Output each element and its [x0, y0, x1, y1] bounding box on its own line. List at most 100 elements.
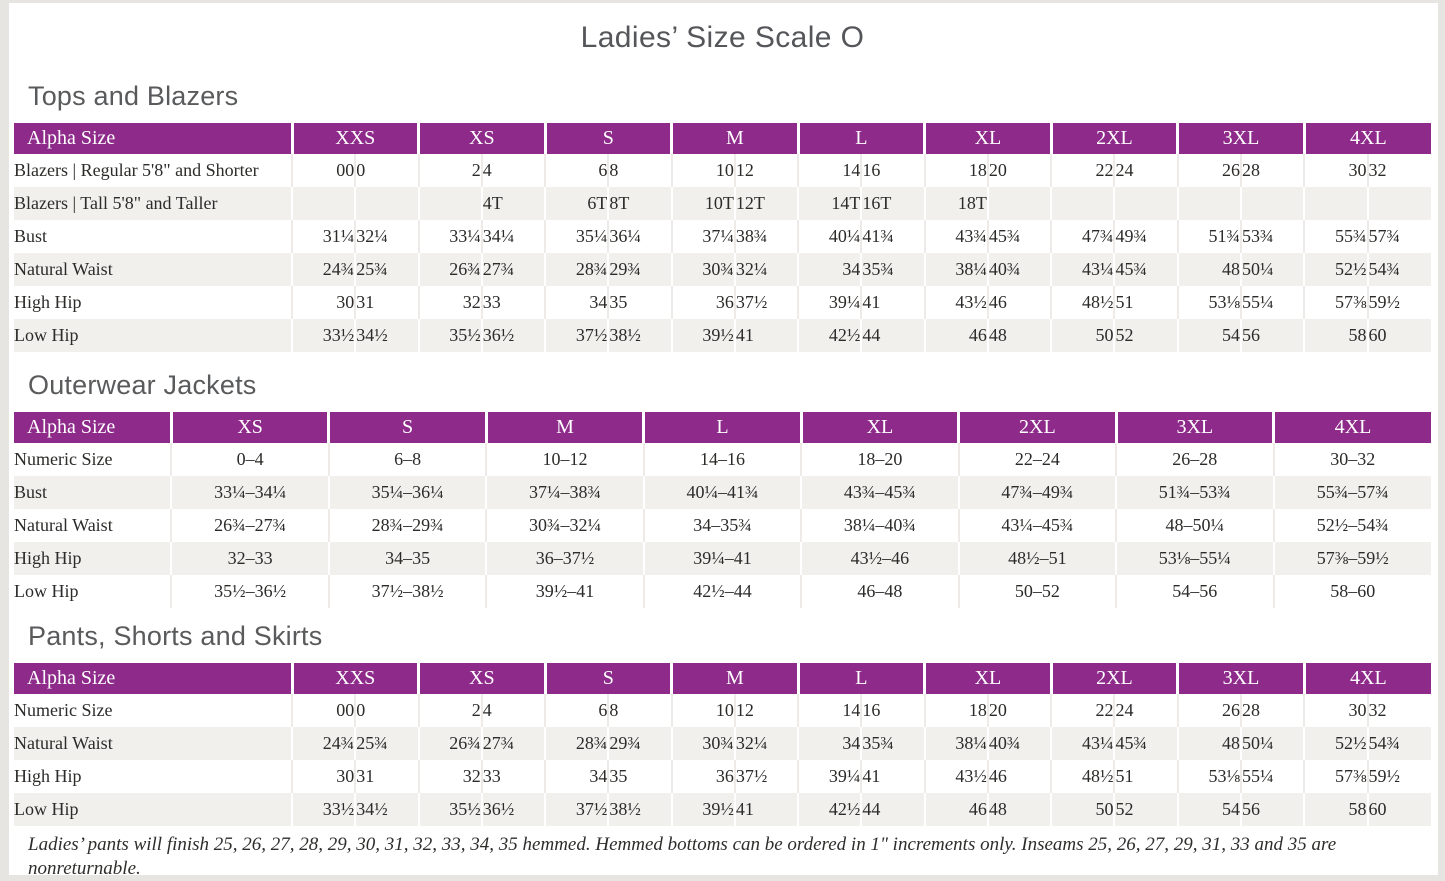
size-value: 52½: [1303, 727, 1368, 760]
size-value: 18–20: [800, 443, 959, 476]
size-value: 48½: [1050, 760, 1115, 793]
size-value: 39¼: [797, 286, 862, 319]
size-value: 32: [1366, 154, 1431, 187]
section-heading-pants-shorts-and-skirts: Pants, Shorts and Skirts: [28, 621, 323, 651]
size-value: 34: [797, 727, 862, 760]
size-value: 36: [670, 286, 735, 319]
size-value: 37½–38½: [327, 575, 487, 608]
size-value: 35¾: [860, 253, 925, 286]
size-value: 34½: [354, 793, 419, 826]
size-value: 8: [607, 694, 672, 727]
size-value: 30: [1303, 154, 1368, 187]
size-value: 18: [923, 154, 988, 187]
size-value: 28¾: [544, 727, 609, 760]
size-value: 4T: [480, 187, 546, 220]
size-value: 8: [607, 154, 672, 187]
size-value: 28: [1239, 694, 1305, 727]
size-header-m: M: [670, 123, 799, 154]
size-value: 33½: [290, 793, 356, 826]
table-row: Numeric Size 00 0 2 4 6 8 10 12 14 16 18 20 22 24 26 28 3…: [14, 694, 1431, 727]
size-value: 26: [1176, 154, 1241, 187]
size-value: 20: [986, 154, 1052, 187]
size-value: 31: [354, 286, 419, 319]
size-value: 44: [860, 793, 925, 826]
size-value: 32: [417, 286, 482, 319]
size-value: 40¾: [986, 253, 1052, 286]
size-value: 29¾: [607, 253, 672, 286]
table-row: Low Hip 33½ 34½ 35½ 36½ 37½ 38½ 39½ 41 42½ 44 46 48 5…: [14, 793, 1431, 826]
table-row: Natural Waist 24¾ 25¾ 26¾ 27¾ 28¾ 29¾ 30¾ 32¼ 34 3…: [14, 727, 1431, 760]
size-header-2xl: 2XL: [1049, 123, 1178, 154]
size-value: 6T: [544, 187, 609, 220]
size-value: 34–35: [327, 542, 487, 575]
size-value: [1303, 187, 1368, 220]
alpha-size-header: Alpha Size: [14, 412, 172, 443]
size-value: 40¼: [797, 220, 862, 253]
size-value: 18: [923, 694, 988, 727]
size-table-outerwear-jackets: Alpha Size XS S M L XL 2XL 3XL 4XL Numeric Size 0–…: [14, 412, 1431, 608]
size-value: 37½: [544, 793, 609, 826]
size-value: 43¼–45¾: [957, 509, 1117, 542]
size-value: [1366, 187, 1431, 220]
size-value: 52½–54¾: [1272, 509, 1431, 542]
size-value: 16: [860, 694, 925, 727]
size-value: 35½: [417, 319, 482, 352]
size-value: 38¼–40¾: [800, 509, 959, 542]
size-value: 38¼: [923, 727, 988, 760]
size-value: 51: [1113, 286, 1178, 319]
size-value: 55¼: [1239, 286, 1305, 319]
size-value: 26¾: [417, 253, 482, 286]
size-value: 42½: [797, 319, 862, 352]
size-value: 37¼: [670, 220, 735, 253]
size-value: 31¼: [290, 220, 356, 253]
size-header-xl: XL: [923, 663, 1052, 694]
size-value: 32: [1366, 694, 1431, 727]
row-label: Blazers | Tall 5'8" and Taller: [14, 193, 218, 213]
size-header-2xl: 2XL: [957, 412, 1117, 443]
size-value: 33: [480, 760, 546, 793]
row-label: High Hip: [14, 292, 82, 312]
table-row: Natural Waist 24¾ 25¾ 26¾ 27¾ 28¾ 29¾ 30¾ 32¼ 34 3…: [14, 253, 1431, 286]
size-value: 31: [354, 760, 419, 793]
size-value: 38¼: [923, 253, 988, 286]
size-value: 32¼: [733, 727, 799, 760]
size-value: 43¼: [1050, 727, 1115, 760]
size-value: 6: [544, 154, 609, 187]
size-value: 43¾: [923, 220, 988, 253]
size-value: 30: [290, 286, 356, 319]
size-value: 56: [1239, 793, 1305, 826]
size-value: 54¾: [1366, 253, 1431, 286]
size-value: 34: [797, 253, 862, 286]
size-value: 22: [1050, 154, 1115, 187]
section-outerwear-jackets: Outerwear Jackets Alpha Size XS S M L XL 2XL 3XL…: [14, 369, 1431, 608]
size-value: 10: [670, 154, 735, 187]
size-header-3xl: 3XL: [1176, 123, 1305, 154]
size-value: 39¼–41: [642, 542, 802, 575]
size-value: 4: [480, 694, 546, 727]
size-value: 20: [986, 694, 1052, 727]
size-value: 34: [544, 760, 609, 793]
size-value: 30: [290, 760, 356, 793]
size-value: 33¼: [417, 220, 482, 253]
size-value: 55¼: [1239, 760, 1305, 793]
document-page: Ladies’ Size Scale O Tops and Blazers Alp…: [9, 3, 1438, 879]
table-row: Bust 31¼ 32¼ 33¼ 34¼ 35¼ 36¼ 37¼ 38¾ 40¼ 41¾ 43¾ 45¾…: [14, 220, 1431, 253]
row-label: Natural Waist: [14, 733, 113, 753]
size-value: 41: [733, 793, 799, 826]
size-value: 41¾: [860, 220, 925, 253]
size-value: 6: [544, 694, 609, 727]
size-value: 24¾: [290, 727, 356, 760]
size-value: 39½: [670, 319, 735, 352]
size-value: 35: [607, 286, 672, 319]
size-value: 12: [733, 694, 799, 727]
header-row: Alpha Size XXS XS S M L XL 2XL 3XL 4XL: [14, 663, 1431, 694]
size-value: 42½–44: [642, 575, 802, 608]
size-value: [290, 187, 356, 220]
size-value: 48–50¼: [1115, 509, 1274, 542]
row-label: Low Hip: [14, 325, 79, 345]
row-label: Blazers | Regular 5'8" and Shorter: [14, 160, 259, 180]
size-value: [417, 187, 482, 220]
size-value: 27¾: [480, 727, 546, 760]
size-value: 57¾: [1366, 220, 1431, 253]
size-value: 24¾: [290, 253, 356, 286]
